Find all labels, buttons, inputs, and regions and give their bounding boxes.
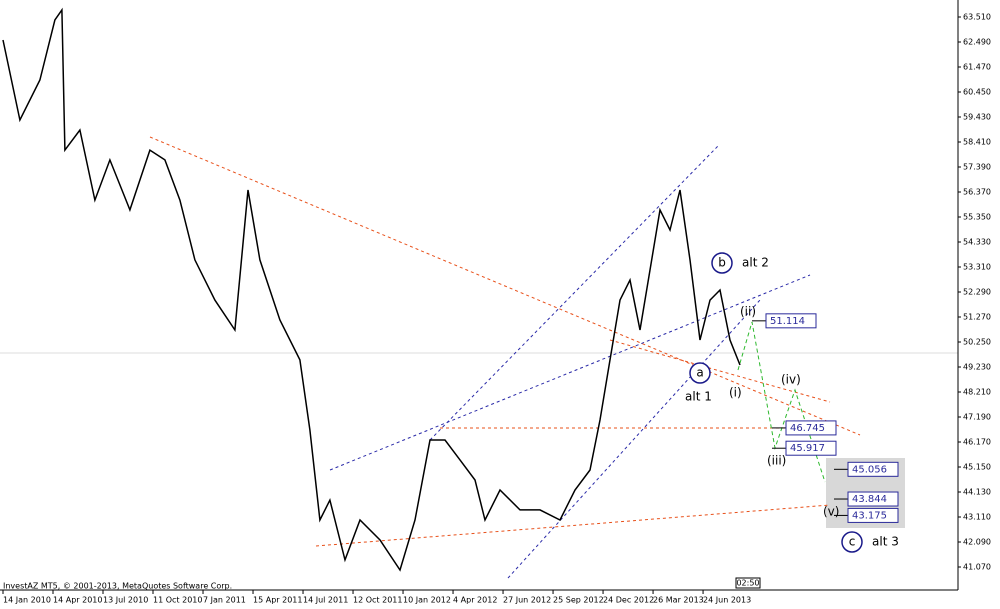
wave-circle bbox=[689, 362, 711, 384]
y-tick-label: 46.170 bbox=[963, 438, 991, 447]
x-tick-label: 15 Apr 2011 bbox=[253, 596, 302, 605]
level-label: 43.844 bbox=[852, 494, 887, 505]
wave-label: (i) bbox=[729, 386, 742, 400]
x-tick-label: 14 Jan 2010 bbox=[3, 596, 51, 605]
wave-label: a bbox=[696, 366, 703, 380]
y-tick-label: 44.130 bbox=[963, 488, 991, 497]
x-tick-label: 25 Sep 2012 bbox=[553, 596, 604, 605]
wave-label: (iv) bbox=[781, 373, 801, 387]
level-box bbox=[765, 313, 817, 329]
price-line bbox=[2, 7, 741, 572]
level-label: 43.175 bbox=[852, 510, 887, 521]
x-tick-label: 24 Dec 2012 bbox=[603, 596, 654, 605]
x-tick-label: 7 Jan 2011 bbox=[203, 596, 246, 605]
time-box bbox=[735, 577, 761, 589]
y-tick-label: 58.410 bbox=[963, 138, 991, 147]
x-tick-label: 14 Jul 2011 bbox=[303, 596, 348, 605]
y-tick-label: 59.430 bbox=[963, 113, 991, 122]
y-tick-label: 60.450 bbox=[963, 88, 991, 97]
y-tick-label: 52.290 bbox=[963, 288, 991, 297]
trend-lines bbox=[149, 136, 861, 579]
trend-line bbox=[609, 339, 831, 403]
x-tick-label: 12 Oct 2011 bbox=[353, 596, 402, 605]
trend-line bbox=[507, 299, 761, 579]
y-tick-label: 53.310 bbox=[963, 263, 991, 272]
wave-label: (v) bbox=[823, 505, 839, 519]
x-tick-label: 11 Oct 2010 bbox=[153, 596, 202, 605]
y-tick-label: 57.390 bbox=[963, 163, 991, 172]
x-tick-label: 26 Mar 2013 bbox=[653, 596, 704, 605]
trend-line bbox=[329, 274, 811, 471]
y-tick-label: 50.250 bbox=[963, 338, 991, 347]
level-box bbox=[847, 491, 899, 507]
y-tick-label: 48.210 bbox=[963, 388, 991, 397]
x-tick-label: 14 Apr 2010 bbox=[53, 596, 102, 605]
y-tick-label: 56.370 bbox=[963, 188, 991, 197]
y-tick-label: 61.470 bbox=[963, 63, 991, 72]
trend-line bbox=[429, 145, 719, 441]
y-tick-label: 43.110 bbox=[963, 513, 991, 522]
level-box bbox=[847, 507, 899, 523]
y-tick-label: 45.150 bbox=[963, 463, 991, 472]
y-tick-label: 51.270 bbox=[963, 313, 991, 322]
wave-circle bbox=[841, 531, 863, 553]
y-tick-label: 47.190 bbox=[963, 413, 991, 422]
level-box bbox=[785, 440, 837, 456]
wave-label: alt 3 bbox=[872, 535, 899, 549]
level-label: 46.745 bbox=[790, 423, 825, 434]
wave-label: (ii) bbox=[740, 305, 756, 319]
level-box bbox=[847, 461, 899, 477]
y-tick-label: 63.510 bbox=[963, 13, 991, 22]
y-tick-label: 42.090 bbox=[963, 538, 991, 547]
x-tick-label: 10 Jan 2012 bbox=[403, 596, 451, 605]
x-tick-label: 13 Jul 2010 bbox=[103, 596, 148, 605]
x-tick-label: 4 Apr 2012 bbox=[453, 596, 497, 605]
footer: InvestAZ MT5, © 2001-2013, MetaQuotes So… bbox=[3, 582, 232, 591]
level-label: 45.056 bbox=[852, 464, 887, 475]
wave-label: alt 1 bbox=[685, 390, 712, 404]
wave-circle bbox=[711, 252, 733, 274]
level-label: 45.917 bbox=[790, 443, 825, 454]
wave-label: b bbox=[718, 256, 726, 270]
x-tick-label: 24 Jun 2013 bbox=[703, 596, 751, 605]
y-tick-label: 54.330 bbox=[963, 238, 991, 247]
level-label: 51.114 bbox=[770, 316, 805, 327]
time-label: 02:50 bbox=[736, 579, 759, 588]
y-tick-label: 41.070 bbox=[963, 563, 991, 572]
x-tick-label: 27 Jun 2012 bbox=[503, 596, 551, 605]
wave-label: c bbox=[849, 535, 856, 549]
wave-label: (iii) bbox=[767, 454, 786, 468]
wave-label: alt 2 bbox=[742, 256, 769, 270]
y-tick-label: 49.230 bbox=[963, 363, 991, 372]
y-tick-label: 55.350 bbox=[963, 213, 991, 222]
trend-line bbox=[315, 504, 831, 547]
level-box bbox=[785, 420, 837, 436]
trend-line bbox=[149, 136, 861, 436]
y-tick-label: 62.490 bbox=[963, 38, 991, 47]
